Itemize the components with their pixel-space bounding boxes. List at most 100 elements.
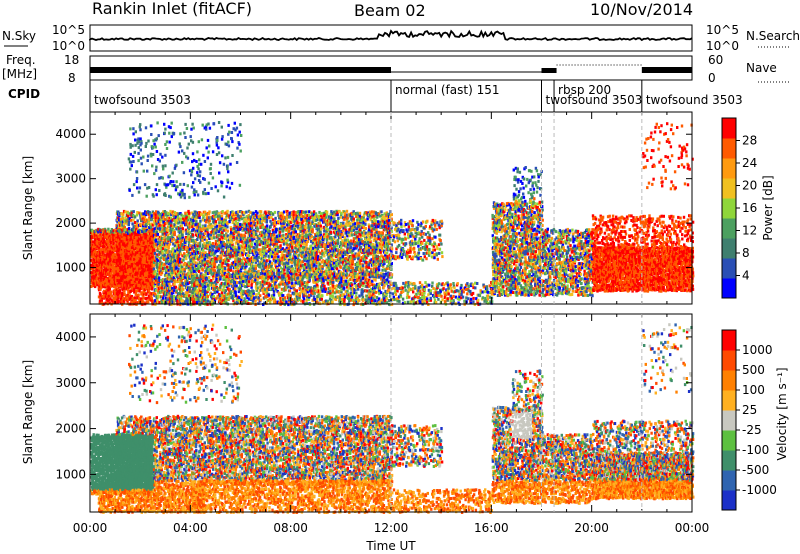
data-cell: [98, 238, 101, 241]
data-cell: [114, 300, 118, 304]
data-cell: [123, 281, 126, 285]
data-cell: [142, 235, 145, 239]
data-cell: [121, 292, 124, 295]
data-cell: [98, 234, 101, 238]
data-cell: [167, 279, 170, 283]
data-cell: [181, 243, 184, 246]
data-cell: [188, 211, 191, 215]
data-cell: [177, 300, 181, 304]
data-cell: [100, 229, 103, 233]
data-cell: [130, 299, 133, 303]
data-cell: [110, 250, 114, 254]
data-cell: [142, 284, 145, 288]
data-cell: [96, 244, 99, 248]
data-cell: [127, 223, 130, 227]
data-cell: [130, 289, 133, 292]
data-cell: [93, 247, 96, 251]
data-cell: [148, 277, 152, 281]
data-cell: [101, 274, 104, 278]
data-cell: [235, 254, 238, 258]
data-cell: [118, 212, 122, 215]
data-cell: [107, 281, 111, 285]
data-cell: [142, 296, 145, 300]
data-cell: [124, 261, 128, 265]
data-cell: [126, 217, 130, 221]
data-cell: [100, 248, 103, 252]
data-cell: [182, 230, 185, 234]
data-cell: [113, 258, 116, 262]
data-cell: [134, 233, 137, 237]
data-cell: [146, 262, 149, 266]
data-cell: [184, 279, 187, 283]
data-cell: [150, 292, 153, 296]
data-cell: [123, 219, 127, 223]
data-cell: [134, 242, 138, 246]
data-cell: [116, 263, 119, 267]
data-cell: [136, 219, 139, 223]
data-cell: [166, 291, 169, 295]
data-cell: [171, 297, 174, 301]
data-cell: [202, 248, 205, 252]
data-cell: [124, 210, 127, 214]
data-cell: [207, 267, 210, 271]
data-cell: [113, 262, 117, 266]
data-cell: [122, 237, 125, 240]
data-cell: [148, 246, 151, 250]
data-cell: [262, 259, 266, 263]
data-cell: [107, 227, 110, 231]
data-cell: [156, 284, 159, 288]
data-cell: [186, 279, 189, 283]
data-cell: [221, 248, 225, 252]
data-cell: [170, 291, 174, 295]
data-cell: [126, 246, 130, 250]
data-cell: [126, 257, 129, 260]
data-cell: [121, 263, 124, 267]
data-cell: [139, 285, 142, 289]
data-cell: [97, 295, 101, 299]
data-cell: [185, 277, 188, 281]
data-cell: [132, 236, 135, 240]
data-cell: [155, 265, 159, 269]
data-cell: [162, 281, 166, 285]
data-cell: [135, 290, 138, 293]
data-cell: [115, 229, 118, 233]
data-cell: [267, 254, 270, 258]
data-cell: [179, 303, 182, 307]
data-cell: [167, 297, 170, 301]
data-cell: [109, 233, 112, 237]
data-cell: [178, 292, 181, 295]
data-cell: [181, 281, 184, 285]
data-cell: [157, 291, 160, 295]
data-cell: [159, 285, 162, 289]
data-cell: [124, 270, 127, 273]
data-cell: [156, 249, 159, 253]
data-cell: [175, 289, 178, 293]
data-cell: [135, 251, 138, 255]
data-cell: [106, 279, 109, 283]
data-cell: [104, 283, 108, 287]
data-cell: [170, 278, 174, 282]
data-cell: [164, 296, 168, 300]
data-cell: [130, 211, 133, 215]
data-cell: [148, 291, 151, 295]
data-cell: [279, 244, 282, 248]
data-cell: [133, 290, 136, 294]
data-cell: [124, 236, 127, 240]
data-cell: [198, 222, 202, 226]
data-cell: [114, 228, 117, 231]
data-cell: [187, 299, 190, 303]
data-cell: [169, 296, 172, 300]
data-cell: [172, 291, 175, 295]
data-cell: [133, 285, 136, 288]
data-cell: [227, 263, 230, 267]
data-cell: [129, 276, 133, 280]
data-cell: [119, 250, 122, 254]
data-cell: [122, 296, 125, 300]
data-cell: [165, 279, 169, 283]
data-cell: [130, 247, 133, 251]
data-cell: [110, 256, 113, 260]
data-cell: [157, 294, 160, 298]
data-cell: [118, 230, 122, 234]
data-cell: [112, 285, 116, 289]
data-cell: [138, 297, 141, 301]
